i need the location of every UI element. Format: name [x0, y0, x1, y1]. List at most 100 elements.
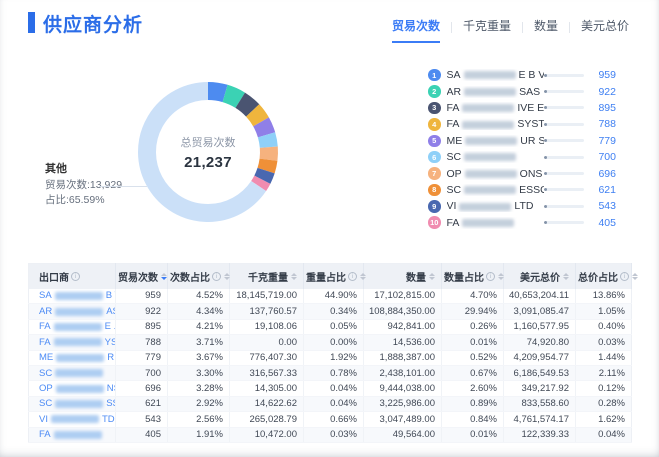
- metric-tab[interactable]: 美元总价: [570, 17, 640, 43]
- donut-segment[interactable]: [235, 92, 260, 117]
- sort-icon[interactable]: [632, 272, 638, 280]
- column-header[interactable]: 贸易次数: [115, 263, 168, 289]
- count-share-cell: 4.52%: [167, 288, 230, 305]
- quantity-share-cell: 0.67%: [441, 365, 504, 382]
- quantity-cell: 9,444,038.00: [363, 380, 442, 397]
- price-share-cell: 2.11%: [575, 365, 632, 382]
- legend-value[interactable]: 405: [598, 216, 616, 229]
- quantity-share-cell: 0.89%: [441, 396, 504, 413]
- exporter-cell[interactable]: FAYS...: [28, 334, 116, 351]
- usd-total-cell: 40,653,204.11: [503, 288, 576, 305]
- table-row: SAB V 959 4.52% 18,145,719.00 44.90% 17,…: [28, 288, 632, 305]
- weight-share-cell: 0.00%: [303, 334, 364, 351]
- exporter-cell[interactable]: SCSS...: [28, 396, 116, 413]
- redacted-text: [53, 430, 102, 439]
- column-header[interactable]: 数量占比 i: [441, 263, 504, 289]
- legend-value[interactable]: 779: [598, 134, 616, 147]
- metric-tab[interactable]: 贸易次数: [381, 17, 451, 43]
- column-header[interactable]: 总价占比 i: [575, 263, 638, 289]
- sort-icon[interactable]: [360, 272, 366, 280]
- exporter-cell[interactable]: SAB V: [28, 288, 116, 305]
- donut-segment[interactable]: [222, 84, 245, 109]
- legend-value[interactable]: 700: [598, 151, 616, 164]
- legend-item[interactable]: 10 FA 405: [428, 215, 616, 231]
- donut-chart[interactable]: [128, 72, 288, 232]
- column-header[interactable]: 次数占比 i: [167, 263, 230, 289]
- donut-segment[interactable]: [257, 158, 278, 174]
- kg-weight-cell: 316,567.33: [229, 365, 304, 382]
- kg-weight-cell: 14,305.00: [229, 380, 304, 397]
- redacted-text: [464, 169, 517, 178]
- trade-count-cell: 543: [115, 411, 168, 428]
- legend-bar: [544, 172, 584, 176]
- donut-segment[interactable]: [257, 132, 278, 149]
- sort-icon[interactable]: [224, 272, 230, 280]
- legend-value[interactable]: 621: [598, 183, 616, 196]
- donut-segment[interactable]: [251, 175, 271, 192]
- rank-badge: 3: [428, 101, 441, 115]
- exporter-cell[interactable]: OPNS: [28, 380, 116, 397]
- redacted-text: [462, 104, 515, 113]
- legend-bar: [544, 204, 584, 208]
- kg-weight-cell: 776,407.30: [229, 350, 304, 366]
- exporter-cell[interactable]: SC: [28, 365, 116, 382]
- count-share-cell: 2.56%: [167, 411, 230, 428]
- redacted-text: [56, 353, 105, 362]
- price-share-cell: 0.03%: [575, 334, 632, 351]
- donut-segment[interactable]: [138, 82, 267, 222]
- exporter-cell[interactable]: FA: [28, 427, 116, 443]
- rank-badge: 1: [428, 68, 441, 82]
- legend-value[interactable]: 788: [598, 118, 616, 131]
- callout-trade-count: 贸易次数:13,929: [45, 178, 123, 191]
- legend-value[interactable]: 922: [598, 85, 616, 98]
- column-header[interactable]: 千克重量: [229, 263, 304, 289]
- legend-item[interactable]: 6 SC 700: [428, 149, 616, 165]
- column-header[interactable]: 出口商 i: [28, 263, 116, 289]
- kg-weight-cell: 0.00: [229, 334, 304, 351]
- sort-icon[interactable]: [498, 272, 504, 280]
- legend-value[interactable]: 543: [598, 200, 616, 213]
- price-share-cell: 1.44%: [575, 350, 632, 366]
- donut-segment[interactable]: [245, 104, 269, 127]
- trade-count-cell: 700: [115, 365, 168, 382]
- legend-item[interactable]: 8 SCESSO... 621: [428, 182, 616, 198]
- legend-item[interactable]: 1 SA E B V 959: [428, 67, 616, 83]
- usd-total-cell: 4,761,574.17: [503, 411, 576, 428]
- column-header[interactable]: 重量占比 i: [303, 263, 366, 289]
- redacted-text: [53, 338, 102, 347]
- donut-segment[interactable]: [253, 117, 276, 138]
- sort-icon[interactable]: [291, 272, 297, 280]
- column-header[interactable]: 美元总价: [503, 263, 576, 289]
- trade-count-cell: 696: [115, 380, 168, 397]
- exporter-cell[interactable]: MER SL: [28, 350, 116, 366]
- donut-segment[interactable]: [207, 82, 228, 103]
- price-share-cell: 0.12%: [575, 380, 632, 397]
- metric-tab[interactable]: 千克重量: [452, 17, 522, 43]
- metric-tab[interactable]: 数量: [523, 17, 569, 43]
- redacted-text: [464, 87, 517, 96]
- trade-count-cell: 779: [115, 350, 168, 366]
- supplier-name: SCESSO...: [446, 183, 545, 196]
- donut-segment[interactable]: [254, 167, 275, 184]
- rank-badge: 10: [428, 216, 441, 229]
- legend-item[interactable]: 2 AR SAS 922: [428, 83, 616, 99]
- table-row: OPNS 696 3.28% 14,305.00 0.04% 9,444,038…: [28, 380, 632, 397]
- legend-value[interactable]: 696: [598, 167, 616, 180]
- sort-icon[interactable]: [429, 272, 435, 280]
- column-header[interactable]: 数量: [363, 263, 442, 289]
- legend-value[interactable]: 895: [598, 101, 616, 114]
- exporter-cell[interactable]: VI TD: [28, 411, 116, 428]
- legend-item[interactable]: 7 OP ONS 696: [428, 165, 616, 181]
- legend-value[interactable]: 959: [598, 69, 616, 82]
- sort-icon[interactable]: [563, 272, 569, 280]
- exporter-cell[interactable]: ARAS: [28, 303, 116, 320]
- legend-item[interactable]: 9 VI LTD 543: [428, 198, 616, 214]
- sort-icon[interactable]: [161, 272, 167, 280]
- redacted-text: [53, 322, 102, 331]
